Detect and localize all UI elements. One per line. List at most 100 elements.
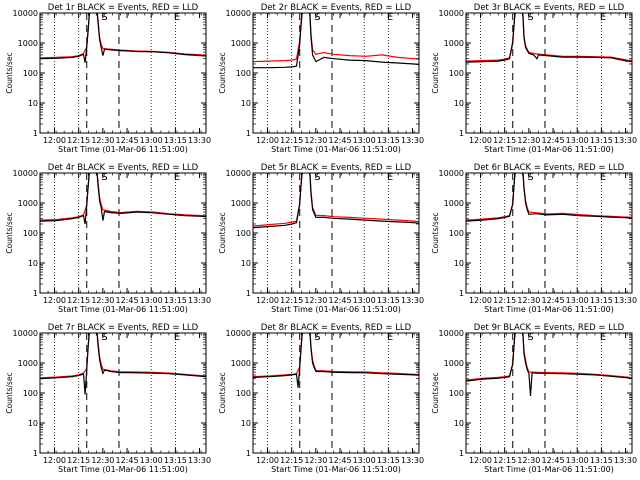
x-tick-label: 12:45 [541,136,564,145]
x-tick-label: 12:30 [304,456,327,465]
series-line-events [40,173,206,225]
y-tick-label: 1000 [18,199,38,208]
x-tick-label: 12:45 [328,296,351,305]
x-tick-label: 13:30 [614,136,637,145]
y-tick-label: 1 [246,129,251,138]
x-tick-label: 13:15 [377,136,400,145]
x-tick-label: 12:00 [469,456,492,465]
y-tick-label: 1 [33,449,38,458]
y-tick-label: 10 [28,259,38,268]
y-tick-label: 1000 [231,359,251,368]
x-axis-label: Start Time (01-Mar-06 11:51:00) [484,145,614,154]
plot-frame [252,172,420,294]
panel-title: Det 8r BLACK = Events, RED = LLD [261,323,412,333]
x-tick-label: 13:15 [590,456,613,465]
x-tick-label: 13:00 [353,456,376,465]
y-tick-label: 100 [23,389,38,398]
x-tick-label: 13:15 [590,296,613,305]
y-tick-label: 1000 [18,39,38,48]
x-tick-label: 13:00 [353,296,376,305]
y-tick-label: 100 [23,229,38,238]
marker-label-end: E [600,12,606,23]
series-group [40,13,206,63]
y-tick-label: 10000 [439,329,464,338]
y-tick-label: 10000 [13,169,38,178]
x-tick-label: 13:15 [164,296,187,305]
marker-label-end: E [174,12,180,23]
panel-title: Det 1r BLACK = Events, RED = LLD [48,3,199,13]
x-tick-label: 13:30 [614,296,637,305]
x-tick-label: 12:15 [493,456,516,465]
series-line-events [253,13,419,69]
y-axis-label: Counts/sec [218,52,227,93]
panel-title: Det 9r BLACK = Events, RED = LLD [474,323,625,333]
x-axis-label: Start Time (01-Mar-06 11:51:00) [271,465,401,474]
y-tick-label: 10 [454,99,464,108]
marker-label-start: S [314,332,320,343]
x-tick-label: 12:30 [517,296,540,305]
x-tick-label: 13:15 [590,136,613,145]
y-axis-label: Counts/sec [5,52,14,93]
x-axis-label: Start Time (01-Mar-06 11:51:00) [271,145,401,154]
y-tick-label: 100 [449,69,464,78]
x-tick-label: 13:00 [566,136,589,145]
x-tick-label: 12:00 [43,136,66,145]
y-tick-label: 1000 [231,199,251,208]
x-tick-label: 13:15 [377,456,400,465]
y-tick-label: 10000 [439,9,464,18]
panel-title: Det 7r BLACK = Events, RED = LLD [48,323,199,333]
plot-frame [39,12,207,134]
panel-title: Det 5r BLACK = Events, RED = LLD [261,163,412,173]
series-group [466,13,632,63]
series-line-events [253,173,419,229]
y-tick-label: 100 [23,69,38,78]
y-tick-label: 10000 [439,169,464,178]
series-group [253,173,419,229]
x-tick-label: 13:15 [164,456,187,465]
plot-frame [39,172,207,294]
x-tick-label: 12:30 [517,136,540,145]
series-line-events [466,173,632,222]
y-tick-label: 100 [236,389,251,398]
marker-label-end: E [387,172,393,183]
x-tick-label: 13:15 [377,296,400,305]
plot-frame [465,12,633,134]
x-tick-label: 12:45 [115,136,138,145]
series-line-events [253,333,419,388]
x-tick-label: 13:30 [401,136,424,145]
x-tick-label: 13:00 [140,456,163,465]
series-line-events [466,13,632,63]
y-tick-label: 1 [33,289,38,298]
series-group [40,173,206,225]
x-tick-label: 12:00 [256,136,279,145]
y-tick-label: 1000 [18,359,38,368]
y-axis-label: Counts/sec [431,372,440,413]
panel-title: Det 2r BLACK = Events, RED = LLD [261,3,412,13]
x-tick-label: 12:00 [469,136,492,145]
x-tick-label: 12:45 [541,456,564,465]
x-tick-label: 12:00 [469,296,492,305]
marker-label-end: E [174,172,180,183]
y-tick-label: 100 [236,69,251,78]
y-axis-label: Counts/sec [218,372,227,413]
x-tick-label: 12:45 [328,136,351,145]
x-tick-label: 12:00 [43,296,66,305]
plot-frame [39,332,207,454]
x-tick-label: 12:45 [328,456,351,465]
y-tick-label: 10000 [13,329,38,338]
x-tick-label: 12:30 [517,456,540,465]
x-tick-label: 12:15 [493,296,516,305]
x-tick-label: 13:00 [566,456,589,465]
y-tick-label: 10 [454,419,464,428]
y-axis-label: Counts/sec [218,212,227,253]
marker-label-start: S [101,172,107,183]
series-group [253,333,419,388]
y-tick-label: 10 [28,99,38,108]
y-tick-label: 10000 [226,9,251,18]
y-tick-label: 10000 [13,9,38,18]
